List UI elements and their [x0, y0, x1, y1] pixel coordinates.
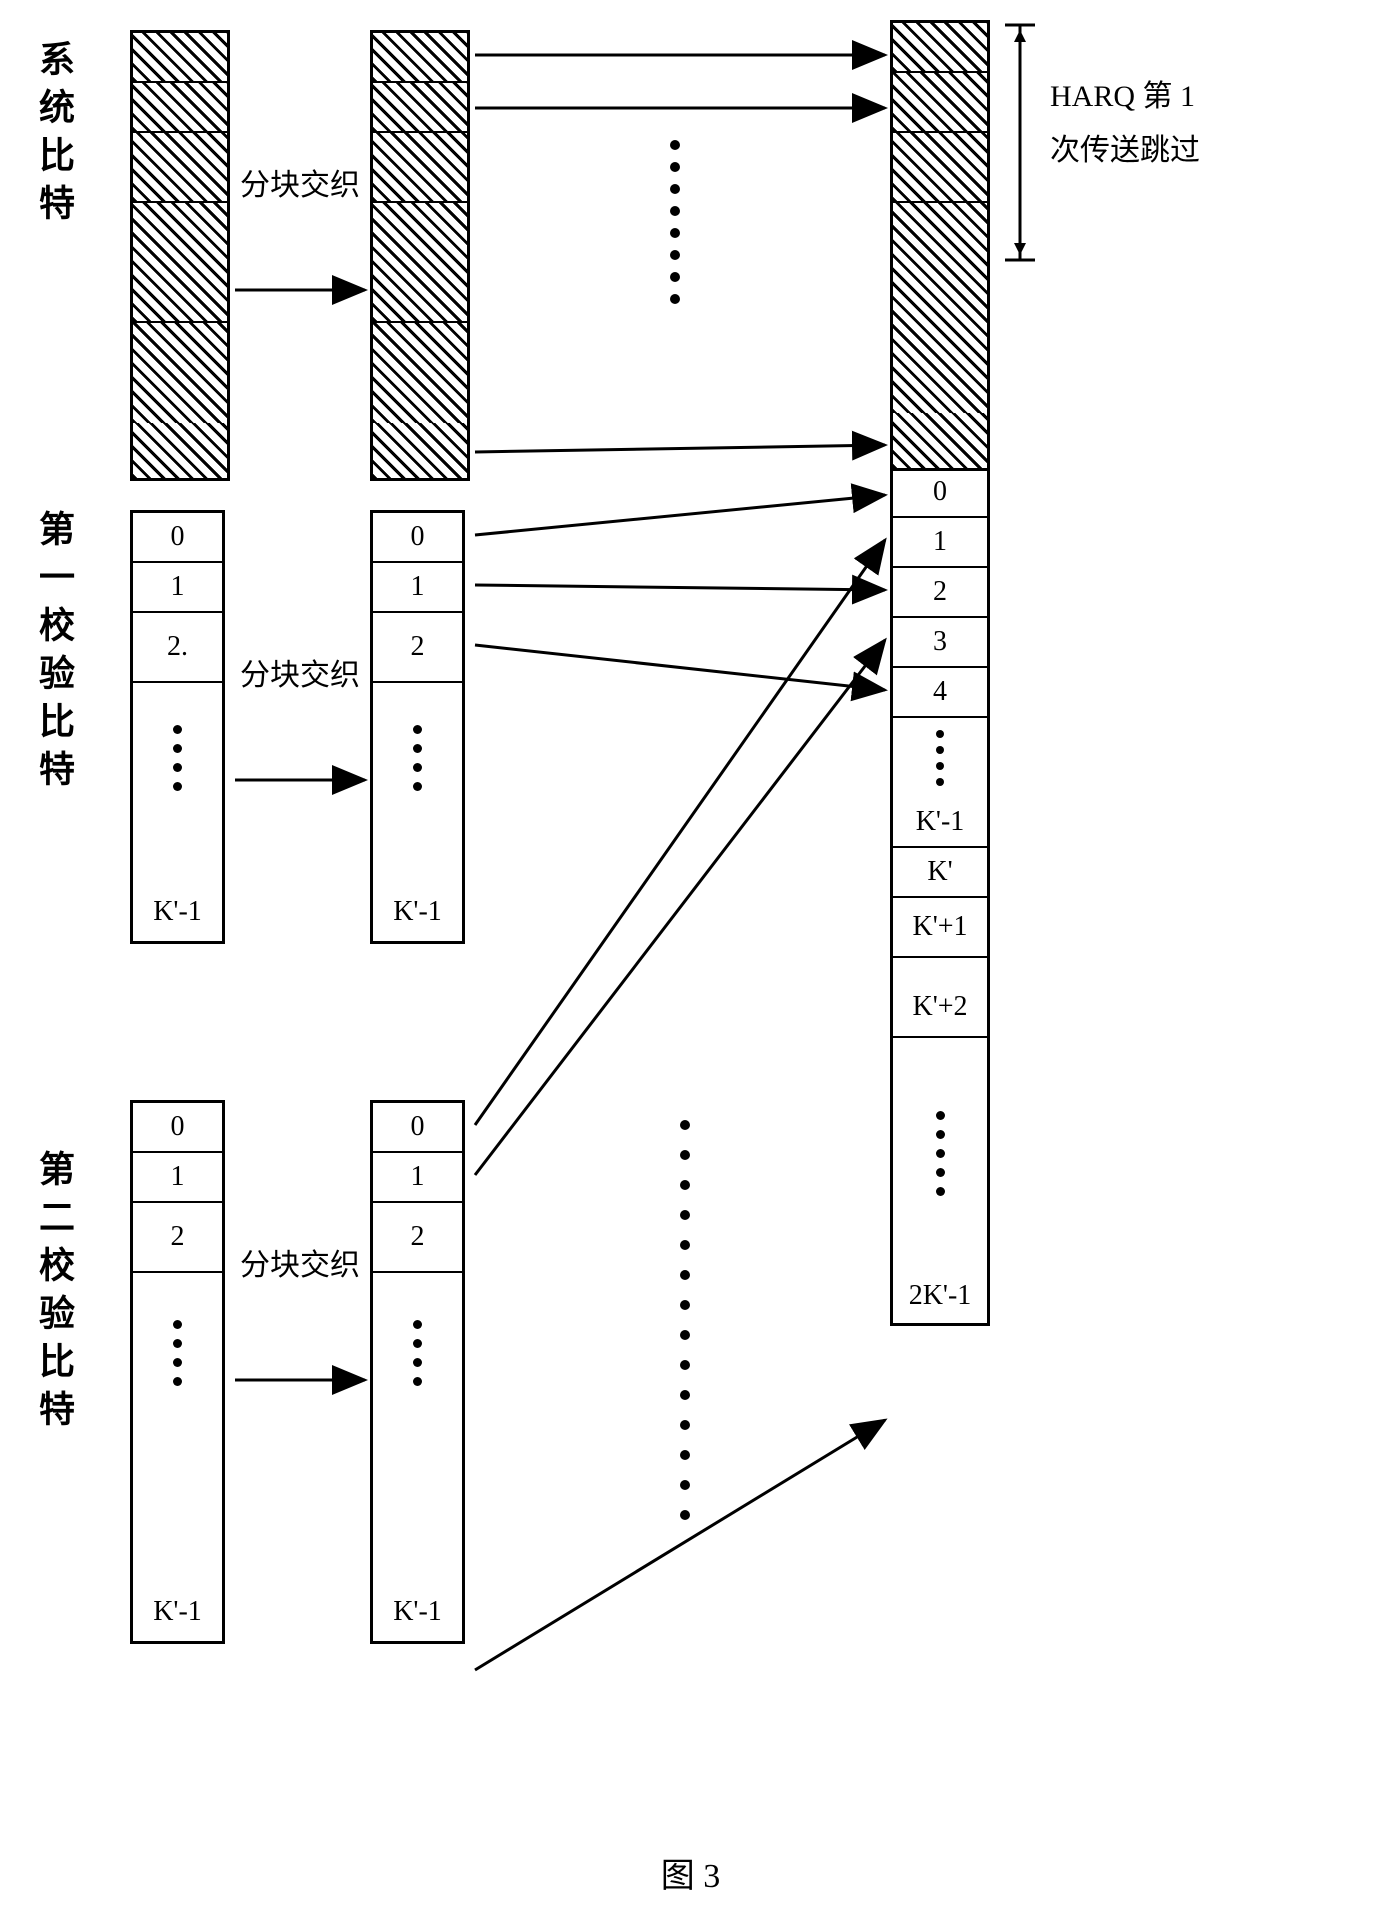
col-p1-mid: 0 1 2 K'-1	[370, 510, 465, 944]
interleave-label-1: 分块交织	[240, 160, 360, 204]
cell: 1	[893, 518, 987, 568]
label-first-parity: 第一校验比特	[28, 510, 80, 798]
cell-dots-plain	[373, 683, 462, 883]
cell: 2.	[133, 613, 222, 683]
vdots-top	[670, 140, 680, 304]
label-second-parity: 第二校验比特	[28, 1150, 80, 1438]
cell: K'+2	[893, 978, 987, 1038]
col-p1-left: 0 1 2. K'-1	[130, 510, 225, 944]
cell: 0	[893, 23, 987, 73]
cell: 4	[893, 668, 987, 718]
col-sys-left: 0 1 2 K'-1	[130, 30, 230, 481]
cell-dots-plain	[373, 1273, 462, 1583]
cell: 0	[893, 468, 987, 518]
cell: K'-1	[893, 798, 987, 848]
cell: 0	[133, 1103, 222, 1153]
cell: K'-1	[373, 423, 467, 478]
harq-line2: 次传送跳过	[1050, 124, 1200, 178]
interleave-label-3: 分块交织	[240, 1240, 360, 1284]
col-sys-mid: 0 1 2 K'-1	[370, 30, 470, 481]
cell-dots-plain	[133, 683, 222, 883]
cell: K'+1	[893, 898, 987, 958]
figure-caption: 图 3	[661, 1848, 721, 1897]
cell: 0	[373, 1103, 462, 1153]
cell-gap	[373, 323, 467, 423]
cell-gap	[893, 203, 987, 413]
harq-text: HARQ 第 1 次传送跳过	[1050, 70, 1200, 178]
col-right-sys: 0 1 2 K'-1	[890, 20, 990, 471]
col-p2-mid: 0 1 2 K'-1	[370, 1100, 465, 1644]
cell: 2	[373, 1203, 462, 1273]
diagram-root: 系统比特 第一校验比特 第二校验比特 0 1 2 K'-1 0 1 2 K'-1…	[20, 20, 1361, 1897]
cell: 1	[133, 83, 227, 133]
cell: 2	[893, 133, 987, 203]
cell: 0	[133, 33, 227, 83]
interleave-label-2: 分块交织	[240, 650, 360, 694]
cell: K'	[893, 848, 987, 898]
cell: 2	[133, 1203, 222, 1273]
cell: K'-1	[133, 1583, 222, 1641]
cell: 0	[373, 33, 467, 83]
cell: K'-1	[373, 1583, 462, 1641]
cell: K'-1	[133, 423, 227, 478]
vdots-bottom	[680, 1120, 690, 1520]
cell: 1	[373, 83, 467, 133]
cell: K'-1	[133, 883, 222, 941]
cell-dots	[373, 203, 467, 323]
cell-dots-plain	[893, 1038, 987, 1268]
cell: 0	[373, 513, 462, 563]
cell: 1	[893, 73, 987, 133]
harq-line1: HARQ 第 1	[1050, 70, 1200, 124]
label-system-bits: 系统比特	[28, 40, 80, 232]
cell: 0	[133, 513, 222, 563]
cell-gap	[133, 323, 227, 423]
cell: 3	[893, 618, 987, 668]
cell: 1	[133, 1153, 222, 1203]
col-right-parity: 0 1 2 3 4 K'-1 K' K'+1 K'+2 2K	[890, 468, 990, 1326]
cell: 2	[893, 568, 987, 618]
cell: 2K'-1	[893, 1268, 987, 1323]
cell-dots-plain	[133, 1273, 222, 1583]
cell: 2	[133, 133, 227, 203]
cell-gap	[893, 958, 987, 978]
cell-dots	[133, 203, 227, 323]
cell: K'-1	[893, 413, 987, 468]
cell: 2	[373, 133, 467, 203]
cell: 1	[133, 563, 222, 613]
cell: 1	[373, 563, 462, 613]
cell: 1	[373, 1153, 462, 1203]
cell: 2	[373, 613, 462, 683]
cell: K'-1	[373, 883, 462, 941]
cell-dots-plain	[893, 718, 987, 798]
col-p2-left: 0 1 2 K'-1	[130, 1100, 225, 1644]
